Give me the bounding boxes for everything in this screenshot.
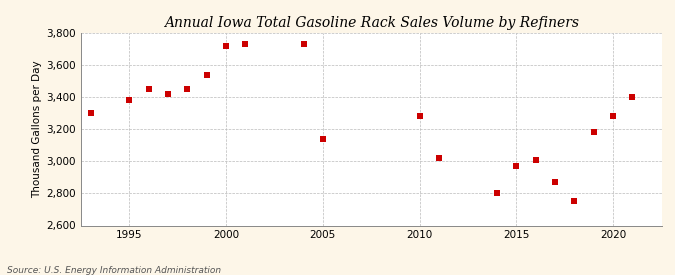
Point — [569, 199, 580, 203]
Title: Annual Iowa Total Gasoline Rack Sales Volume by Refiners: Annual Iowa Total Gasoline Rack Sales Vo… — [164, 16, 578, 31]
Point — [589, 130, 599, 135]
Point — [298, 42, 309, 46]
Point — [221, 44, 232, 48]
Point — [163, 92, 173, 96]
Point — [85, 111, 96, 116]
Point — [511, 164, 522, 168]
Point — [549, 180, 560, 184]
Point — [608, 114, 618, 119]
Y-axis label: Thousand Gallons per Day: Thousand Gallons per Day — [32, 60, 43, 198]
Point — [627, 95, 638, 99]
Point — [124, 98, 135, 103]
Point — [201, 73, 212, 77]
Point — [433, 156, 444, 160]
Point — [414, 114, 425, 119]
Point — [491, 191, 502, 196]
Text: Source: U.S. Energy Information Administration: Source: U.S. Energy Information Administ… — [7, 266, 221, 275]
Point — [531, 158, 541, 162]
Point — [240, 42, 251, 46]
Point — [143, 87, 154, 91]
Point — [317, 137, 328, 141]
Point — [182, 87, 193, 91]
